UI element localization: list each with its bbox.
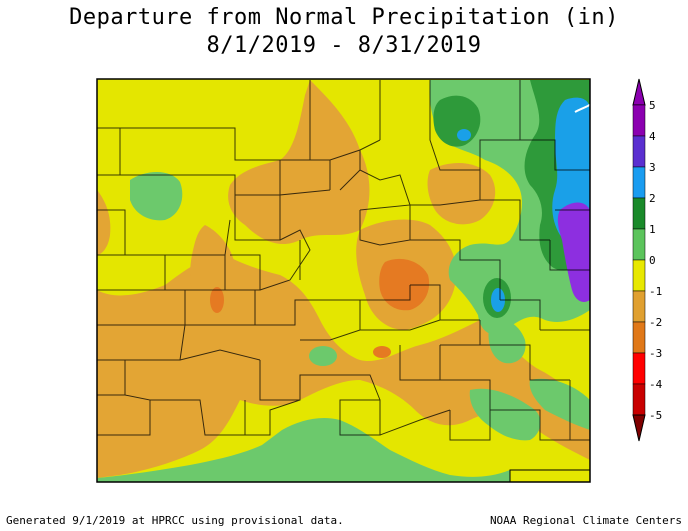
state-outline [96,78,591,483]
legend-arrow-top [632,78,646,106]
extreme-surplus-regions [557,202,590,302]
legend-labels: 5 4 3 2 1 0 -1 -2 -3 -4 -5 [649,99,663,422]
legend-tick-label: -4 [649,378,663,391]
state-edge-detail [509,469,590,482]
footer-generated-note: Generated 9/1/2019 at HPRCC using provis… [6,514,344,527]
legend-swatch [632,166,646,199]
legend-swatch [632,104,646,137]
legend-swatch [632,352,646,385]
map-title: Departure from Normal Precipitation (in)… [0,4,688,60]
legend-tick-label: 5 [649,99,656,112]
legend-tick-label: 1 [649,223,656,236]
legend-swatch [632,197,646,230]
legend-swatch [632,135,646,168]
legend-tick-label: -1 [649,285,662,298]
legend-swatch [632,383,646,416]
legend-swatch [632,228,646,261]
legend-swatch [632,321,646,354]
legend-tick-label: 0 [649,254,656,267]
legend-tick-label: 4 [649,130,656,143]
legend-color-bar [632,78,646,442]
legend-tick-label: -3 [649,347,662,360]
legend-swatch [632,290,646,323]
date-range-text: 8/1/2019 - 8/31/2019 [206,33,482,58]
strong-deficit-regions [210,258,430,358]
legend-tick-label: -2 [649,316,662,329]
legend-tick-label: 3 [649,161,656,174]
footer-credit: NOAA Regional Climate Centers [489,514,682,527]
county-boundaries [97,80,590,441]
legend-arrow-bottom [632,414,646,442]
legend-swatch [632,259,646,292]
legend-tick-label: -5 [649,409,662,422]
title-text: Departure from Normal Precipitation (in) [69,5,619,30]
legend-tick-label: 2 [649,192,656,205]
